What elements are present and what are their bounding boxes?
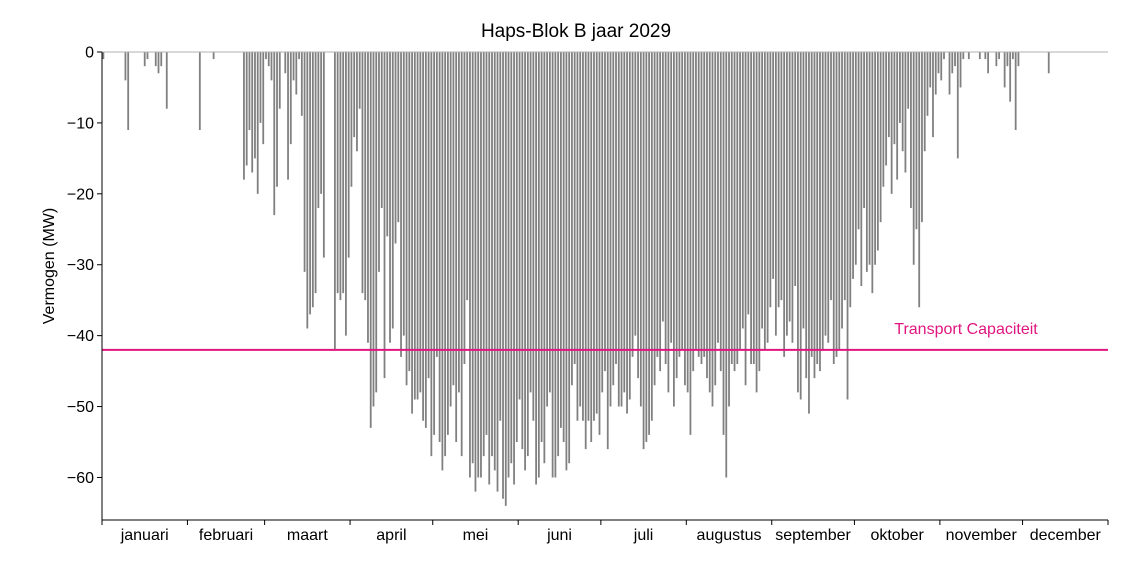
y-tick-label: −10	[67, 115, 94, 132]
y-tick-label: −40	[67, 328, 94, 345]
month-label-november: november	[946, 527, 1018, 544]
month-label-september: september	[775, 527, 851, 544]
month-label-juli: juli	[633, 527, 654, 544]
month-label-augustus: augustus	[697, 527, 762, 544]
month-label-april: april	[376, 527, 406, 544]
y-tick-label: −50	[67, 399, 94, 416]
capacity-annotation-label: Transport Capaciteit	[894, 321, 1038, 338]
y-tick-label: −20	[67, 186, 94, 203]
y-tick-label: −60	[67, 470, 94, 487]
y-tick-label: −30	[67, 257, 94, 274]
bars-group	[102, 52, 1050, 506]
month-label-maart: maart	[287, 527, 328, 544]
y-axis-label: Vermogen (MW)	[41, 208, 58, 324]
month-label-oktober: oktober	[870, 527, 924, 544]
month-label-december: december	[1030, 527, 1102, 544]
month-label-februari: februari	[199, 527, 253, 544]
month-label-mei: mei	[463, 527, 489, 544]
month-label-januari: januari	[120, 527, 169, 544]
month-label-juni: juni	[546, 527, 572, 544]
y-tick-label: 0	[85, 45, 94, 62]
chart-title: Haps-Blok B jaar 2029	[481, 21, 671, 42]
axes-group: 0 −10 −20 −30 −40 −50 −60 januari februari maart a…	[67, 45, 1109, 544]
